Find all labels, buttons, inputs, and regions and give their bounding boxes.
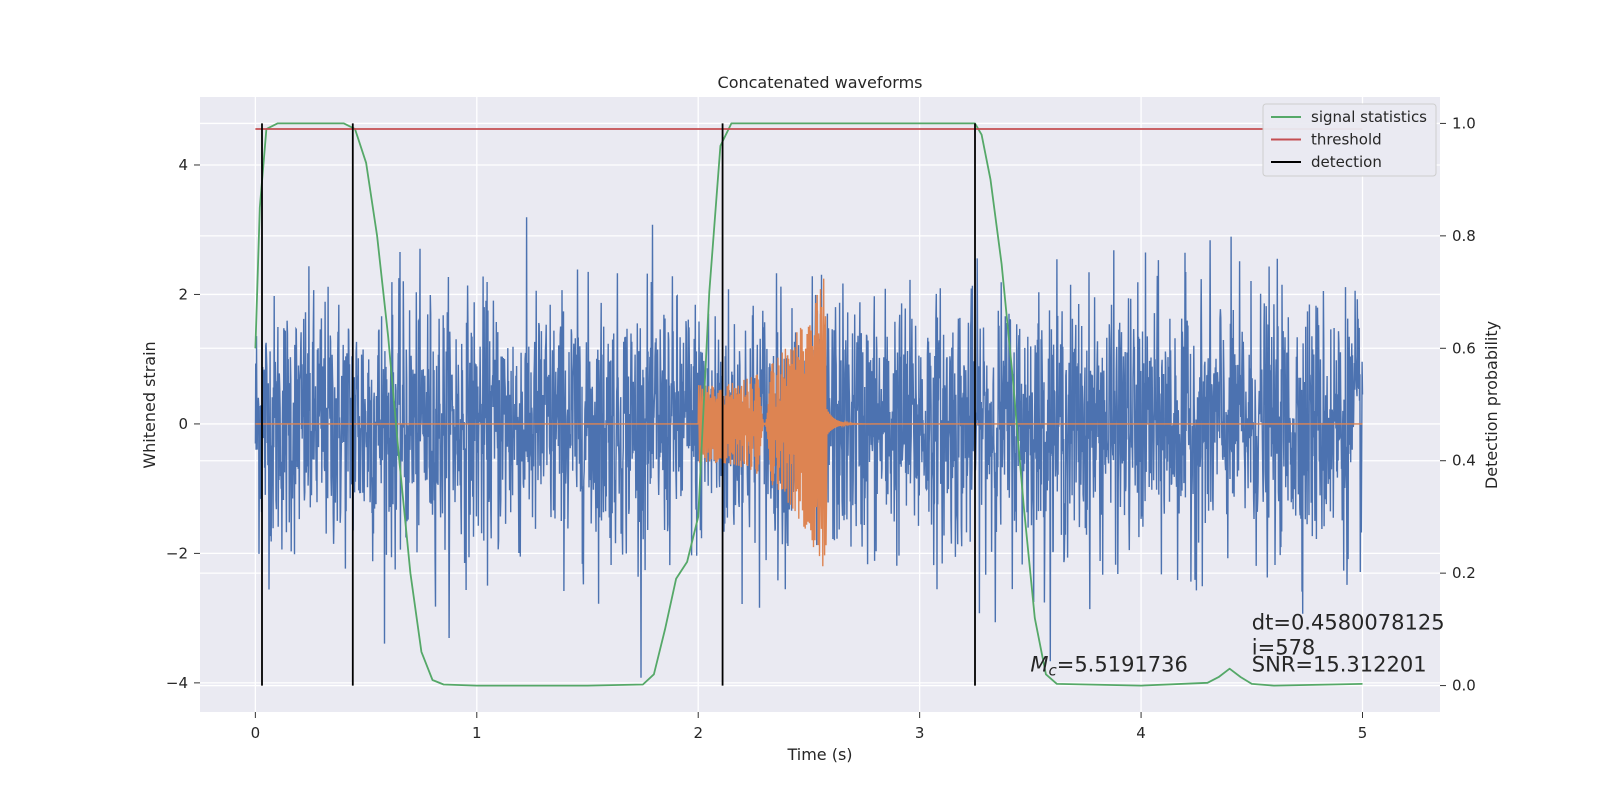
axes: 0 1 2 3 4 5 −4 −2 0 2 4 0.0 0.2 0.4 0.6 0.8 1.0 [166, 114, 1476, 742]
plot-content [254, 122, 1364, 687]
y2-axis-label: Detection probability [1482, 321, 1501, 489]
y-axis-label: Whitened strain [140, 341, 159, 468]
x-axis-label: Time (s) [786, 745, 852, 764]
y-tick-label: −4 [166, 674, 188, 692]
y-tick-label: 0 [178, 415, 188, 433]
series-chirp-line [255, 278, 1363, 567]
x-tick-label: 4 [1136, 724, 1146, 742]
annotation-text: dt=0.4580078125 [1252, 610, 1445, 634]
legend-frame [1262, 103, 1437, 177]
x-tick-label: 1 [472, 724, 482, 742]
annotation-text: i=578 [1252, 636, 1316, 660]
x-tick-label: 5 [1358, 724, 1368, 742]
x-tick-label: 3 [915, 724, 925, 742]
x-tick-label: 0 [251, 724, 261, 742]
y2-tick-label: 0.4 [1452, 452, 1476, 470]
legend: signal statistics threshold detection [1262, 103, 1437, 177]
legend-entry-label: signal statistics [1311, 108, 1427, 126]
y2-tick-label: 0.0 [1452, 677, 1476, 695]
legend-entry-label: threshold [1311, 131, 1382, 149]
x-tick-label: 2 [693, 724, 703, 742]
annotation-text: SNR=15.312201 [1252, 653, 1427, 677]
legend-entry-label: detection [1311, 153, 1382, 171]
y2-tick-label: 0.2 [1452, 564, 1476, 582]
y-tick-label: 2 [178, 285, 188, 303]
y-tick-label: 4 [178, 156, 188, 174]
y2-tick-label: 0.6 [1452, 339, 1476, 357]
y2-tick-label: 1.0 [1452, 114, 1476, 132]
chart-title: Concatenated waveforms [718, 73, 923, 92]
y2-tick-label: 0.8 [1452, 227, 1476, 245]
series-signal-statistics-line [254, 122, 1363, 687]
y-tick-label: −2 [166, 544, 188, 562]
annotation-text: Mc=5.5191736 [1030, 653, 1188, 680]
